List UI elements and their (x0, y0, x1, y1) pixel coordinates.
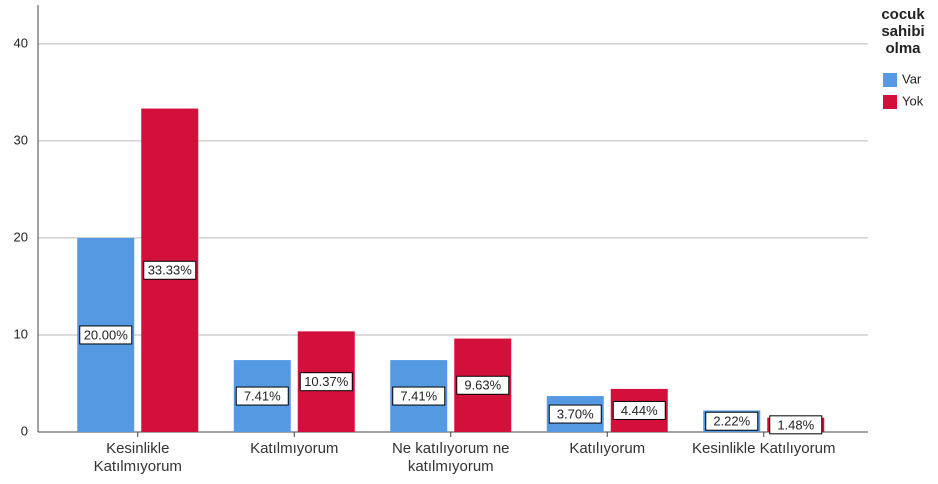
data-label: 20.00% (84, 327, 129, 342)
legend-swatch (883, 95, 897, 109)
data-label-box (235, 386, 289, 406)
y-tick-label: 30 (14, 132, 28, 147)
data-label: 33.33% (148, 263, 193, 278)
data-label: 3.70% (557, 406, 594, 421)
legend-title: cocuk sahibi olma (881, 6, 925, 57)
y-tick-label: 40 (14, 35, 28, 50)
data-label-box (456, 375, 510, 395)
data-label-box (392, 386, 446, 406)
legend-label: Yok (902, 93, 924, 108)
y-tick-label: 0 (21, 423, 28, 438)
y-tick-label: 20 (14, 229, 28, 244)
data-label: 10.37% (304, 374, 349, 389)
data-label: 4.44% (621, 403, 658, 418)
data-label-box (299, 372, 353, 392)
y-tick-label: 10 (14, 326, 28, 341)
x-tick-label: Kesinlikle Katılmıyorum (93, 440, 182, 475)
legend-swatch (883, 73, 897, 87)
data-label: 9.63% (464, 378, 501, 393)
x-tick-label: Katılmıyorum (250, 440, 339, 457)
data-label: 1.48% (777, 417, 814, 432)
data-label-box (143, 260, 197, 280)
data-label: 2.22% (713, 414, 750, 429)
x-tick-label: Katılıyorum (569, 440, 646, 457)
x-tick-label: Ne katılıyorum ne katılmıyorum (391, 440, 510, 475)
x-tick-label: Kesinlikle Katılıyorum (692, 440, 836, 457)
data-label: 7.41% (244, 388, 281, 403)
data-label: 7.41% (400, 388, 437, 403)
data-label-box (612, 400, 666, 420)
data-label-box (769, 415, 823, 435)
data-label-box (79, 325, 133, 345)
legend-label: Var (902, 71, 922, 86)
data-label-box (548, 404, 602, 424)
data-label-box (705, 411, 759, 431)
